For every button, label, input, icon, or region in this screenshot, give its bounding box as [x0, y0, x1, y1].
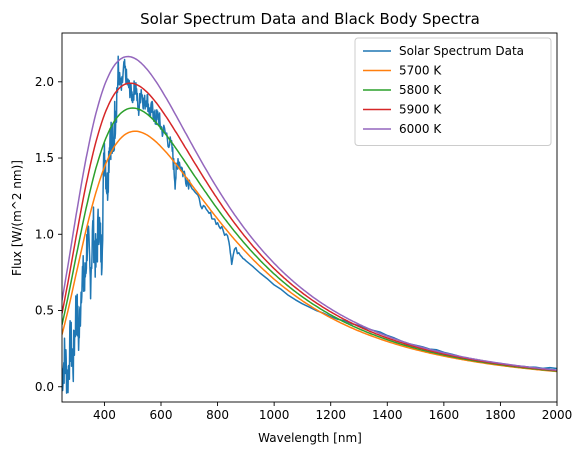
series-line	[62, 82, 557, 372]
chart-title: Solar Spectrum Data and Black Body Spect…	[140, 10, 480, 28]
y-tick-label: 2.0	[35, 75, 54, 89]
legend-label: 5900 K	[399, 103, 442, 117]
x-tick-label: 400	[93, 408, 116, 422]
y-tick-label: 0.5	[35, 304, 54, 318]
legend-label: 5800 K	[399, 83, 442, 97]
series-line	[62, 55, 557, 394]
x-axis-label: Wavelength [nm]	[258, 431, 362, 445]
x-tick-label: 1600	[429, 408, 460, 422]
y-tick-label: 1.5	[35, 151, 54, 165]
legend: Solar Spectrum Data 5700 K 5800 K 5900 K 600…	[354, 37, 552, 146]
legend-label: 5700 K	[399, 64, 442, 78]
x-tick-label: 600	[150, 408, 173, 422]
x-tick-label: 1000	[259, 408, 290, 422]
series-line	[62, 107, 557, 372]
plot-lines	[62, 55, 557, 394]
legend-box	[354, 37, 552, 146]
y-axis: 0.0 0.5 1.0 1.5 2.0	[35, 75, 62, 394]
x-tick-label: 800	[206, 408, 229, 422]
x-axis: 400 600 800 1000 1200 1400 1600 1800 2000	[93, 402, 572, 422]
legend-label: 6000 K	[399, 122, 442, 136]
x-tick-label: 1200	[315, 408, 346, 422]
series-line	[62, 130, 557, 373]
y-tick-label: 1.0	[35, 227, 54, 241]
legend-label: Solar Spectrum Data	[399, 44, 524, 58]
x-tick-label: 2000	[542, 408, 573, 422]
y-tick-label: 0.0	[35, 380, 54, 394]
series-line	[62, 55, 557, 371]
x-tick-label: 1800	[485, 408, 516, 422]
plot-frame	[61, 32, 558, 403]
y-axis-label: Flux [W/(m^2 nm)]	[10, 160, 24, 276]
x-tick-label: 1400	[372, 408, 403, 422]
